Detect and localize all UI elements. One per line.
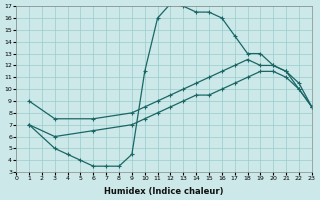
X-axis label: Humidex (Indice chaleur): Humidex (Indice chaleur): [104, 187, 224, 196]
